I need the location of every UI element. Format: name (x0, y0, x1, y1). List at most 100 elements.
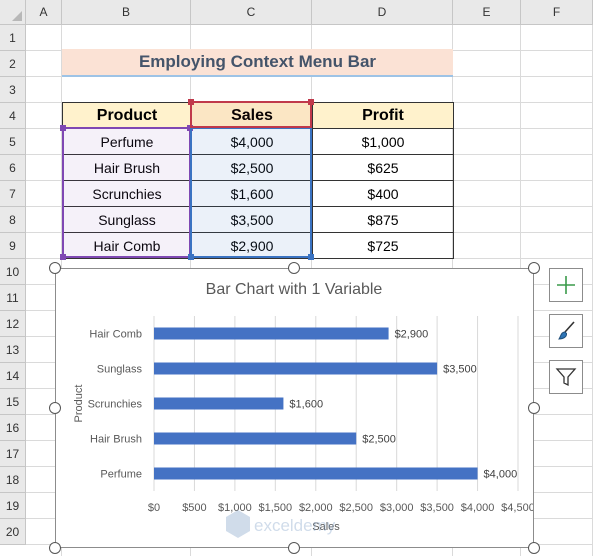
row-header-17[interactable]: 17 (0, 441, 26, 467)
data-label: $4,000 (484, 469, 518, 481)
range-handle[interactable] (188, 254, 194, 260)
row-header-7[interactable]: 7 (0, 181, 26, 207)
cell-product[interactable]: Hair Comb (62, 232, 192, 259)
row-header-20[interactable]: 20 (0, 519, 26, 545)
cell-profit[interactable]: $725 (312, 232, 454, 259)
bar (154, 467, 478, 480)
row-header-18[interactable]: 18 (0, 467, 26, 493)
row-header-6[interactable]: 6 (0, 155, 26, 181)
y-tick-label: Perfume (100, 469, 142, 481)
bar (154, 397, 284, 410)
chart-title: Bar Chart with 1 Variable (206, 281, 383, 298)
row-header-5[interactable]: 5 (0, 129, 26, 155)
header-product[interactable]: Product (62, 102, 192, 129)
chart-resize-handle[interactable] (288, 542, 300, 554)
row-header-15[interactable]: 15 (0, 389, 26, 415)
cell-sales[interactable]: $2,900 (191, 232, 313, 259)
table-row: Sunglass $3,500 $875 (62, 206, 454, 233)
watermark-logo-icon (226, 510, 250, 538)
x-tick-label: $1,500 (259, 502, 293, 514)
x-tick-label: $3,500 (420, 502, 454, 514)
chart-resize-handle[interactable] (528, 262, 540, 274)
cell-sales[interactable]: $1,600 (191, 180, 313, 207)
range-handle[interactable] (308, 99, 314, 105)
chart-area[interactable]: Bar Chart with 1 Variable $0 $500 $1,000 $1,… (55, 268, 534, 548)
header-profit[interactable]: Profit (312, 102, 454, 129)
y-tick-label: Sunglass (97, 364, 143, 376)
chart-resize-handle[interactable] (49, 262, 61, 274)
table-row: Hair Brush $2,500 $625 (62, 154, 454, 181)
column-header-b[interactable]: B (62, 0, 191, 25)
cell-profit[interactable]: $625 (312, 154, 454, 181)
cell-sales[interactable]: $4,000 (191, 128, 313, 155)
range-handle[interactable] (60, 254, 66, 260)
chart-styles-button[interactable] (549, 314, 583, 348)
data-label: $1,600 (289, 399, 323, 411)
cell-product[interactable]: Hair Brush (62, 154, 192, 181)
row-header-14[interactable]: 14 (0, 363, 26, 389)
x-tick-label: $4,500 (501, 502, 533, 514)
row-header-8[interactable]: 8 (0, 207, 26, 233)
y-tick-label: Hair Brush (90, 434, 142, 446)
data-label: $3,500 (443, 364, 477, 376)
x-tick-label: $4,000 (461, 502, 495, 514)
cell-profit[interactable]: $1,000 (312, 128, 454, 155)
row-header-12[interactable]: 12 (0, 311, 26, 337)
range-handle[interactable] (188, 99, 194, 105)
watermark: exceldemy (226, 510, 336, 538)
row-header-10[interactable]: 10 (0, 259, 26, 285)
brush-icon (558, 321, 575, 340)
chart-resize-handle[interactable] (288, 262, 300, 274)
category-range-highlight[interactable] (60, 125, 193, 260)
data-label: $2,900 (395, 329, 429, 341)
chart-elements-button[interactable] (549, 268, 583, 302)
watermark-text: exceldemy (254, 516, 336, 535)
row-header-13[interactable]: 13 (0, 337, 26, 363)
x-tick-label: $500 (182, 502, 206, 514)
cell-profit[interactable]: $875 (312, 206, 454, 233)
bar-chart[interactable]: Bar Chart with 1 Variable $0 $500 $1,000 $1,… (56, 269, 533, 547)
table-row: Hair Comb $2,900 $725 (62, 232, 454, 259)
series-name-highlight[interactable] (188, 99, 314, 128)
cell-profit[interactable]: $400 (312, 180, 454, 207)
row-header-19[interactable]: 19 (0, 493, 26, 519)
range-handle[interactable] (308, 254, 314, 260)
column-header-d[interactable]: D (312, 0, 453, 25)
plus-icon (557, 276, 575, 294)
value-range-highlight[interactable] (188, 127, 314, 260)
chart-filters-button[interactable] (549, 360, 583, 394)
filter-icon (555, 368, 577, 387)
x-tick-label: $3,000 (380, 502, 414, 514)
cell-product[interactable]: Perfume (62, 128, 192, 155)
row-header-1[interactable]: 1 (0, 25, 26, 51)
column-header-a[interactable]: A (26, 0, 62, 25)
x-axis-title: Sales (312, 521, 340, 533)
row-header-2[interactable]: 2 (0, 51, 26, 77)
column-header-f[interactable]: F (521, 0, 593, 25)
column-header-c[interactable]: C (191, 0, 312, 25)
select-all-corner[interactable] (0, 0, 26, 25)
y-tick-label: Scrunchies (88, 399, 143, 411)
row-header-16[interactable]: 16 (0, 415, 26, 441)
row-header-3[interactable]: 3 (0, 77, 26, 103)
range-handle[interactable] (60, 125, 66, 131)
cell-sales[interactable]: $3,500 (191, 206, 313, 233)
row-header-4[interactable]: 4 (0, 103, 26, 129)
x-tick-label: $1,000 (218, 502, 252, 514)
chart-resize-handle[interactable] (49, 542, 61, 554)
y-axis-title: Product (73, 385, 85, 423)
x-tick-label: $0 (148, 502, 160, 514)
column-header-e[interactable]: E (453, 0, 521, 25)
chart-resize-handle[interactable] (49, 402, 61, 414)
row-header-9[interactable]: 9 (0, 233, 26, 259)
row-header-11[interactable]: 11 (0, 285, 26, 311)
bar (154, 362, 438, 375)
chart-resize-handle[interactable] (528, 542, 540, 554)
bar (154, 327, 389, 340)
y-tick-label: Hair Comb (89, 329, 142, 341)
x-tick-label: $2,500 (339, 502, 373, 514)
chart-resize-handle[interactable] (528, 402, 540, 414)
x-tick-label: $2,000 (299, 502, 333, 514)
sheet-title: Employing Context Menu Bar (62, 49, 453, 77)
bar (154, 432, 357, 445)
